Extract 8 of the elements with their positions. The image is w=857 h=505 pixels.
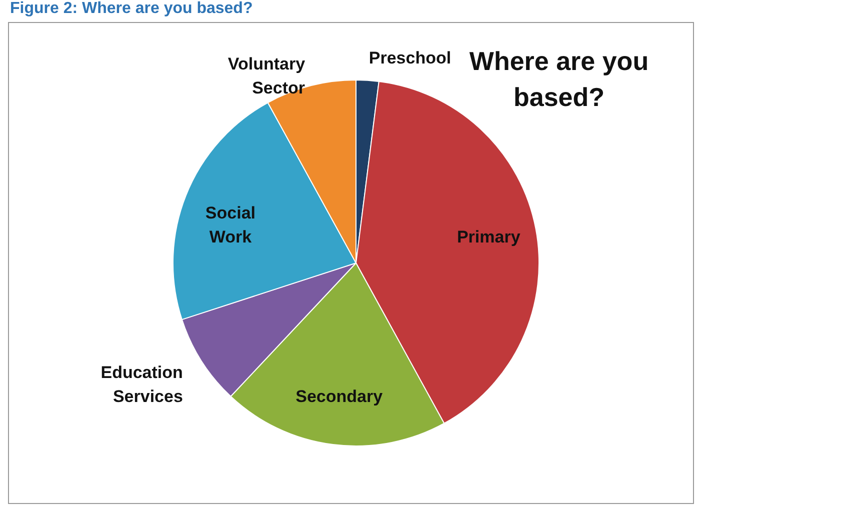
slice-label: Primary [456,228,521,247]
slice-label: Social Work [205,203,256,246]
slice-label: Secondary [296,386,384,406]
text: Where are you based? [469,46,649,112]
slice-label: Preschool [368,48,452,68]
slice-label: Education Services [100,362,183,406]
caption: Figure 2: Where are you based? [10,0,253,18]
slice-label: Voluntary Sector [228,54,306,98]
